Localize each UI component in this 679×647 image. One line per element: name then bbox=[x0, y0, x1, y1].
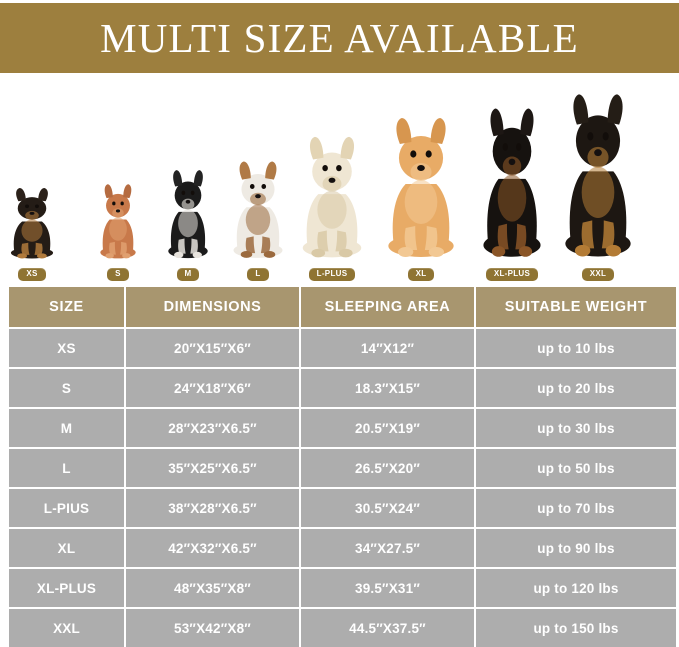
toy-poodle-photo bbox=[92, 180, 144, 265]
cell-sleeping-area: 26.5″X20″ bbox=[300, 448, 476, 489]
golden-retriever-photo bbox=[373, 110, 469, 265]
dog-silhouette bbox=[388, 118, 454, 257]
cell-sleeping-area: 30.5″X24″ bbox=[300, 488, 476, 529]
cell-size: M bbox=[9, 408, 126, 449]
cell-suitable-weight: up to 150 lbs bbox=[475, 608, 676, 647]
cell-size: S bbox=[9, 368, 126, 409]
header-banner: MULTI SIZE AVAILABLE bbox=[0, 3, 679, 73]
dachshund-photo bbox=[1, 184, 63, 265]
size-badge[interactable]: M bbox=[176, 268, 200, 281]
german-shepherd-photo bbox=[550, 85, 646, 265]
dog-lineup: XS S M L L-PLUS bbox=[0, 76, 679, 281]
size-badge[interactable]: L bbox=[247, 268, 269, 281]
cell-dimensions: 28″X23″X6.5″ bbox=[125, 408, 301, 449]
dog-column-m: M bbox=[159, 165, 217, 281]
table-row: XL 42″X32″X6.5″ 34″X27.5″ up to 90 lbs bbox=[9, 528, 676, 569]
cell-dimensions: 35″X25″X6.5″ bbox=[125, 448, 301, 489]
cell-size: XL-PLUS bbox=[9, 568, 126, 609]
table-header: SIZE DIMENSIONS SLEEPING AREA SUITABLE W… bbox=[9, 287, 676, 329]
page-title: MULTI SIZE AVAILABLE bbox=[100, 14, 579, 61]
dog-column-xs: XS bbox=[1, 184, 63, 281]
cell-suitable-weight: up to 20 lbs bbox=[475, 368, 676, 409]
cell-size: XXL bbox=[9, 608, 126, 647]
table-row: XL-PLUS 48″X35″X8″ 39.5″X31″ up to 120 lbs bbox=[9, 568, 676, 609]
size-badge[interactable]: XL bbox=[407, 268, 435, 281]
cell-suitable-weight: up to 120 lbs bbox=[475, 568, 676, 609]
table-body: XS 20″X15″X6″ 14″X12″ up to 10 lbs S 24″X18″X… bbox=[9, 328, 676, 647]
table-header-row: SIZE DIMENSIONS SLEEPING AREA SUITABLE W… bbox=[9, 287, 676, 329]
size-badge[interactable]: XS bbox=[18, 268, 46, 281]
size-badge[interactable]: S bbox=[107, 268, 129, 281]
table-row: M 28″X23″X6.5″ 20.5″X19″ up to 30 lbs bbox=[9, 408, 676, 449]
cell-sleeping-area: 18.3″X15″ bbox=[300, 368, 476, 409]
cream-golden-retriever-photo bbox=[289, 130, 375, 265]
dog-silhouette bbox=[565, 94, 631, 257]
dog-column-xl-plus: XL-PLUS bbox=[470, 100, 554, 281]
size-badge[interactable]: L-PLUS bbox=[308, 268, 356, 281]
cell-suitable-weight: up to 70 lbs bbox=[475, 488, 676, 529]
dog-silhouette bbox=[10, 188, 54, 259]
cell-dimensions: 53″X42″X8″ bbox=[125, 608, 301, 647]
beagle-photo bbox=[222, 156, 294, 265]
cell-size: XS bbox=[9, 328, 126, 369]
doberman-pinscher-photo bbox=[470, 100, 554, 265]
table-row: XXL 53″X42″X8″ 44.5″X37.5″ up to 150 lbs bbox=[9, 608, 676, 647]
french-bulldog-photo bbox=[159, 165, 217, 265]
cell-suitable-weight: up to 90 lbs bbox=[475, 528, 676, 569]
dog-silhouette bbox=[302, 136, 362, 258]
column-header-sleeping-area: SLEEPING AREA bbox=[300, 287, 476, 329]
cell-sleeping-area: 39.5″X31″ bbox=[300, 568, 476, 609]
size-specification-table: SIZE DIMENSIONS SLEEPING AREA SUITABLE W… bbox=[9, 287, 676, 647]
cell-dimensions: 42″X32″X6.5″ bbox=[125, 528, 301, 569]
cell-size: XL bbox=[9, 528, 126, 569]
cell-suitable-weight: up to 30 lbs bbox=[475, 408, 676, 449]
cell-suitable-weight: up to 10 lbs bbox=[475, 328, 676, 369]
dog-silhouette bbox=[168, 170, 208, 259]
dog-column-xxl: XXL bbox=[550, 85, 646, 281]
cell-sleeping-area: 14″X12″ bbox=[300, 328, 476, 369]
dog-column-xl: XL bbox=[373, 110, 469, 281]
dog-silhouette bbox=[483, 108, 541, 257]
cell-dimensions: 38″X28″X6.5″ bbox=[125, 488, 301, 529]
table-row: L-PIUS 38″X28″X6.5″ 30.5″X24″ up to 70 lbs bbox=[9, 488, 676, 529]
cell-dimensions: 24″X18″X6″ bbox=[125, 368, 301, 409]
size-chart-page: MULTI SIZE AVAILABLE XS S M bbox=[0, 3, 679, 647]
cell-suitable-weight: up to 50 lbs bbox=[475, 448, 676, 489]
cell-sleeping-area: 44.5″X37.5″ bbox=[300, 608, 476, 647]
column-header-size: SIZE bbox=[9, 287, 126, 329]
cell-size: L-PIUS bbox=[9, 488, 126, 529]
table-row: XS 20″X15″X6″ 14″X12″ up to 10 lbs bbox=[9, 328, 676, 369]
table-row: S 24″X18″X6″ 18.3″X15″ up to 20 lbs bbox=[9, 368, 676, 409]
column-header-dimensions: DIMENSIONS bbox=[125, 287, 301, 329]
cell-sleeping-area: 20.5″X19″ bbox=[300, 408, 476, 449]
cell-dimensions: 20″X15″X6″ bbox=[125, 328, 301, 369]
dog-silhouette bbox=[100, 184, 136, 259]
cell-dimensions: 48″X35″X8″ bbox=[125, 568, 301, 609]
size-badge[interactable]: XL-PLUS bbox=[485, 268, 539, 281]
dog-silhouette bbox=[233, 161, 283, 258]
dog-column-l-plus: L-PLUS bbox=[289, 130, 375, 281]
size-badge[interactable]: XXL bbox=[581, 268, 615, 281]
dog-column-s: S bbox=[92, 180, 144, 281]
table-row: L 35″X25″X6.5″ 26.5″X20″ up to 50 lbs bbox=[9, 448, 676, 489]
cell-size: L bbox=[9, 448, 126, 489]
column-header-suitable-weight: SUITABLE WEIGHT bbox=[475, 287, 676, 329]
cell-sleeping-area: 34″X27.5″ bbox=[300, 528, 476, 569]
dog-column-l: L bbox=[222, 156, 294, 281]
